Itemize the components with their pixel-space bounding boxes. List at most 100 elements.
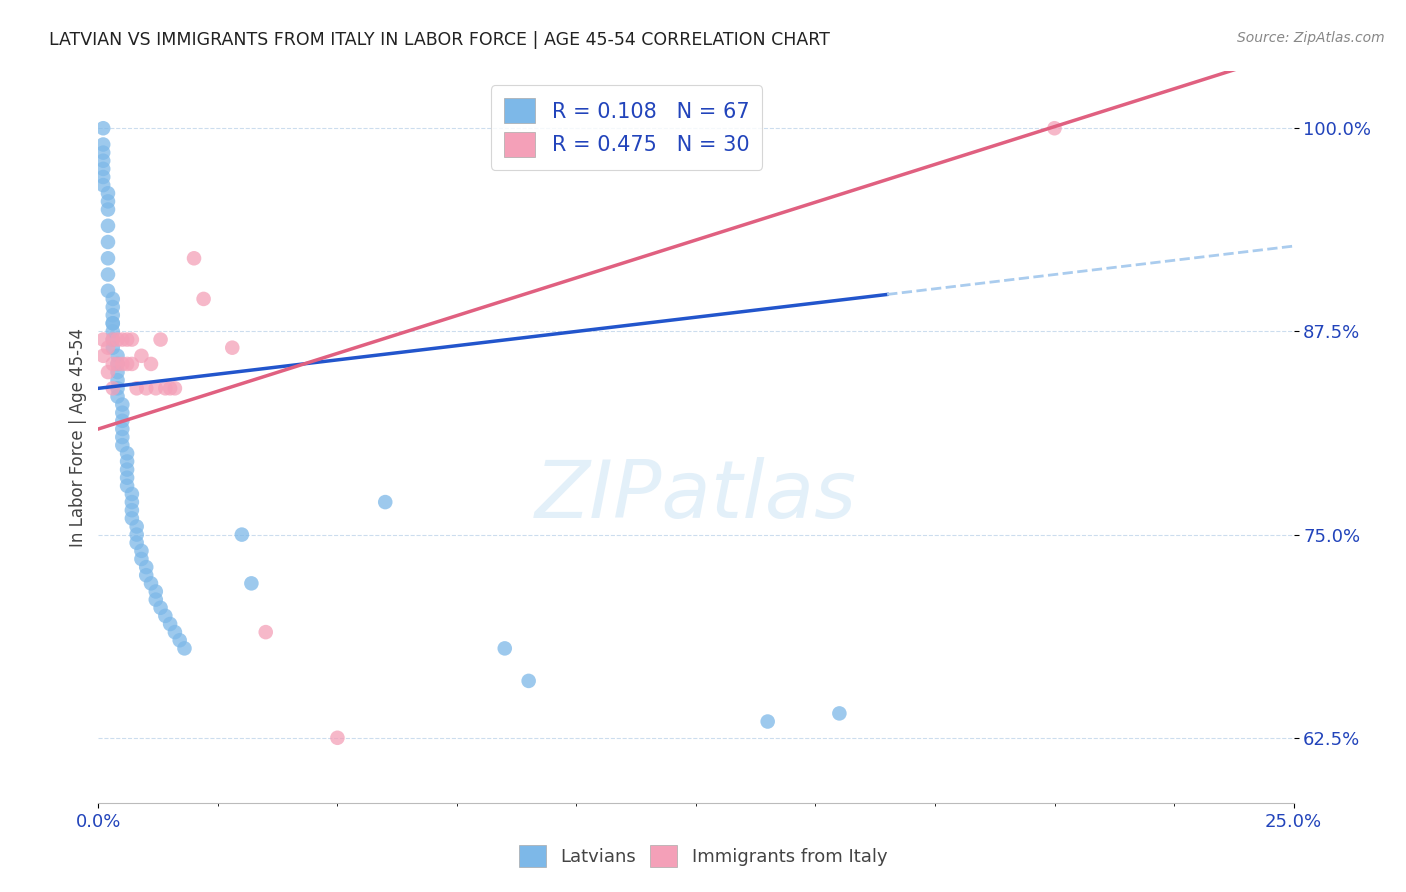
Point — [115, 479, 138, 493]
Text: LATVIAN VS IMMIGRANTS FROM ITALY IN LABOR FORCE | AGE 45-54 CORRELATION CHART: LATVIAN VS IMMIGRANTS FROM ITALY IN LABO… — [49, 31, 830, 49]
Point — [101, 325, 124, 339]
Point — [115, 462, 138, 476]
Point — [193, 292, 215, 306]
Point — [374, 495, 396, 509]
Point — [159, 381, 181, 395]
Point — [115, 446, 138, 460]
Point — [91, 333, 114, 347]
Point — [125, 519, 148, 533]
Point — [97, 219, 120, 233]
Point — [101, 300, 124, 314]
Point — [828, 706, 851, 721]
Point — [756, 714, 779, 729]
Point — [101, 316, 124, 330]
Point — [111, 357, 134, 371]
Point — [101, 381, 124, 395]
Point — [517, 673, 540, 688]
Point — [163, 625, 186, 640]
Point — [101, 292, 124, 306]
Point — [145, 592, 167, 607]
Point — [121, 357, 143, 371]
Point — [115, 454, 138, 468]
Point — [254, 625, 277, 640]
Text: ZIPatlas: ZIPatlas — [534, 457, 858, 534]
Point — [121, 333, 143, 347]
Legend: Latvians, Immigrants from Italy: Latvians, Immigrants from Italy — [512, 838, 894, 874]
Point — [135, 568, 157, 582]
Point — [91, 178, 114, 193]
Point — [91, 137, 114, 152]
Point — [159, 617, 181, 632]
Legend: R = 0.108   N = 67, R = 0.475   N = 30: R = 0.108 N = 67, R = 0.475 N = 30 — [491, 86, 762, 169]
Point — [97, 341, 120, 355]
Point — [97, 202, 120, 217]
Point — [91, 349, 114, 363]
Point — [121, 503, 143, 517]
Point — [107, 373, 129, 387]
Point — [111, 398, 134, 412]
Point — [135, 381, 157, 395]
Point — [149, 333, 172, 347]
Point — [91, 153, 114, 168]
Point — [97, 365, 120, 379]
Point — [101, 357, 124, 371]
Point — [221, 341, 243, 355]
Point — [145, 584, 167, 599]
Point — [97, 194, 120, 209]
Point — [1043, 121, 1066, 136]
Point — [231, 527, 253, 541]
Point — [97, 186, 120, 201]
Point — [111, 414, 134, 428]
Point — [107, 357, 129, 371]
Point — [135, 560, 157, 574]
Point — [139, 576, 162, 591]
Point — [115, 333, 138, 347]
Point — [101, 341, 124, 355]
Point — [101, 333, 124, 347]
Point — [139, 357, 162, 371]
Point — [97, 235, 120, 249]
Text: Source: ZipAtlas.com: Source: ZipAtlas.com — [1237, 31, 1385, 45]
Point — [115, 471, 138, 485]
Point — [111, 422, 134, 436]
Point — [240, 576, 263, 591]
Point — [494, 641, 516, 656]
Point — [107, 333, 129, 347]
Point — [115, 357, 138, 371]
Point — [97, 268, 120, 282]
Point — [111, 430, 134, 444]
Point — [131, 544, 153, 558]
Point — [163, 381, 186, 395]
Point — [101, 333, 124, 347]
Point — [183, 252, 205, 266]
Point — [107, 389, 129, 403]
Point — [91, 161, 114, 176]
Point — [121, 487, 143, 501]
Point — [101, 308, 124, 322]
Point — [91, 121, 114, 136]
Point — [131, 552, 153, 566]
Point — [97, 284, 120, 298]
Point — [125, 381, 148, 395]
Point — [111, 333, 134, 347]
Point — [97, 252, 120, 266]
Point — [125, 527, 148, 541]
Point — [121, 511, 143, 525]
Point — [91, 145, 114, 160]
Point — [149, 600, 172, 615]
Y-axis label: In Labor Force | Age 45-54: In Labor Force | Age 45-54 — [69, 327, 87, 547]
Point — [111, 438, 134, 452]
Point — [91, 169, 114, 184]
Point — [131, 349, 153, 363]
Point — [173, 641, 195, 656]
Point — [155, 381, 177, 395]
Point — [125, 535, 148, 549]
Point — [155, 608, 177, 623]
Point — [101, 316, 124, 330]
Point — [107, 357, 129, 371]
Point — [107, 365, 129, 379]
Point — [107, 349, 129, 363]
Point — [326, 731, 349, 745]
Point — [145, 381, 167, 395]
Point — [111, 406, 134, 420]
